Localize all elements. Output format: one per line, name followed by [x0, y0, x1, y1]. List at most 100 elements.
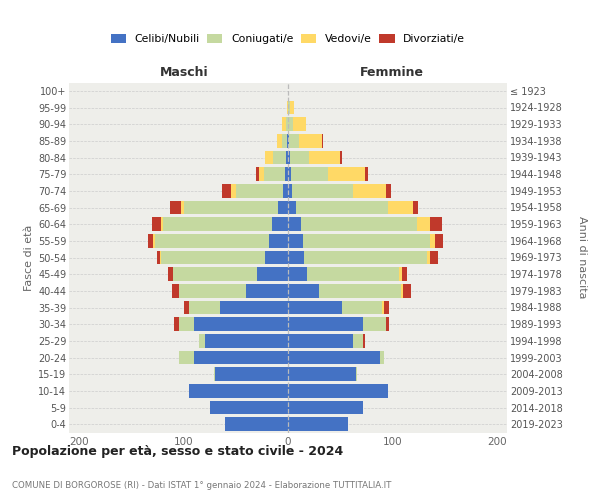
Text: Femmine: Femmine	[360, 66, 424, 79]
Bar	[277, 134, 282, 147]
Bar	[155, 234, 269, 247]
Bar	[179, 284, 246, 298]
Bar	[288, 318, 363, 331]
Bar	[288, 384, 388, 398]
Bar	[189, 300, 220, 314]
Bar	[288, 334, 353, 347]
Bar	[288, 218, 301, 231]
Bar	[214, 368, 215, 381]
Bar	[230, 184, 236, 198]
Bar	[430, 218, 442, 231]
Bar	[282, 134, 287, 147]
Bar	[286, 118, 288, 131]
Bar	[290, 150, 309, 164]
Text: Popolazione per età, sesso e stato civile - 2024: Popolazione per età, sesso e stato civil…	[12, 445, 343, 458]
Bar	[288, 134, 289, 147]
Bar	[413, 200, 418, 214]
Bar	[288, 118, 293, 131]
Bar	[163, 218, 272, 231]
Bar	[168, 268, 173, 281]
Bar	[288, 350, 380, 364]
Bar	[170, 200, 181, 214]
Bar	[430, 250, 438, 264]
Bar	[430, 234, 435, 247]
Bar	[288, 150, 290, 164]
Bar	[291, 168, 328, 181]
Bar	[398, 268, 401, 281]
Bar	[304, 250, 427, 264]
Bar	[210, 400, 288, 414]
Bar	[154, 234, 155, 247]
Bar	[380, 350, 384, 364]
Bar	[161, 218, 163, 231]
Bar	[363, 318, 386, 331]
Bar	[265, 150, 274, 164]
Bar	[259, 168, 264, 181]
Bar	[264, 168, 285, 181]
Bar	[289, 134, 299, 147]
Bar	[288, 268, 307, 281]
Bar	[288, 418, 349, 431]
Bar	[353, 184, 386, 198]
Bar	[256, 168, 259, 181]
Bar	[382, 300, 384, 314]
Bar	[199, 334, 205, 347]
Bar	[179, 350, 194, 364]
Bar	[205, 334, 288, 347]
Bar	[288, 200, 296, 214]
Bar	[319, 284, 401, 298]
Bar	[189, 384, 288, 398]
Bar	[152, 218, 161, 231]
Bar	[173, 268, 257, 281]
Bar	[184, 300, 189, 314]
Bar	[179, 318, 194, 331]
Bar	[388, 200, 413, 214]
Bar	[257, 268, 288, 281]
Bar	[288, 168, 291, 181]
Bar	[161, 250, 265, 264]
Bar	[356, 368, 357, 381]
Bar	[288, 284, 319, 298]
Bar	[288, 368, 356, 381]
Bar	[278, 200, 288, 214]
Bar	[287, 100, 288, 114]
Bar	[309, 150, 340, 164]
Y-axis label: Anni di nascita: Anni di nascita	[577, 216, 587, 298]
Bar	[435, 234, 443, 247]
Bar	[172, 284, 179, 298]
Bar	[269, 234, 288, 247]
Bar	[285, 168, 288, 181]
Bar	[288, 100, 290, 114]
Bar	[307, 268, 398, 281]
Bar	[403, 284, 411, 298]
Bar	[175, 318, 179, 331]
Text: Maschi: Maschi	[160, 66, 208, 79]
Bar	[363, 334, 365, 347]
Bar	[427, 250, 430, 264]
Bar	[274, 150, 286, 164]
Y-axis label: Fasce di età: Fasce di età	[23, 224, 34, 290]
Bar	[293, 118, 306, 131]
Bar	[226, 418, 288, 431]
Bar	[353, 334, 363, 347]
Bar	[157, 250, 160, 264]
Bar	[386, 184, 391, 198]
Bar	[283, 184, 288, 198]
Bar	[282, 118, 286, 131]
Bar	[365, 168, 368, 181]
Bar	[340, 150, 342, 164]
Bar	[288, 250, 304, 264]
Bar	[286, 150, 288, 164]
Bar	[342, 300, 382, 314]
Bar	[288, 400, 363, 414]
Bar	[401, 268, 407, 281]
Legend: Celibi/Nubili, Coniugati/e, Vedovi/e, Divorziati/e: Celibi/Nubili, Coniugati/e, Vedovi/e, Di…	[111, 34, 465, 44]
Bar	[246, 284, 288, 298]
Bar	[181, 200, 184, 214]
Bar	[296, 200, 388, 214]
Bar	[265, 250, 288, 264]
Bar	[236, 184, 283, 198]
Bar	[288, 234, 302, 247]
Bar	[194, 350, 288, 364]
Bar	[160, 250, 161, 264]
